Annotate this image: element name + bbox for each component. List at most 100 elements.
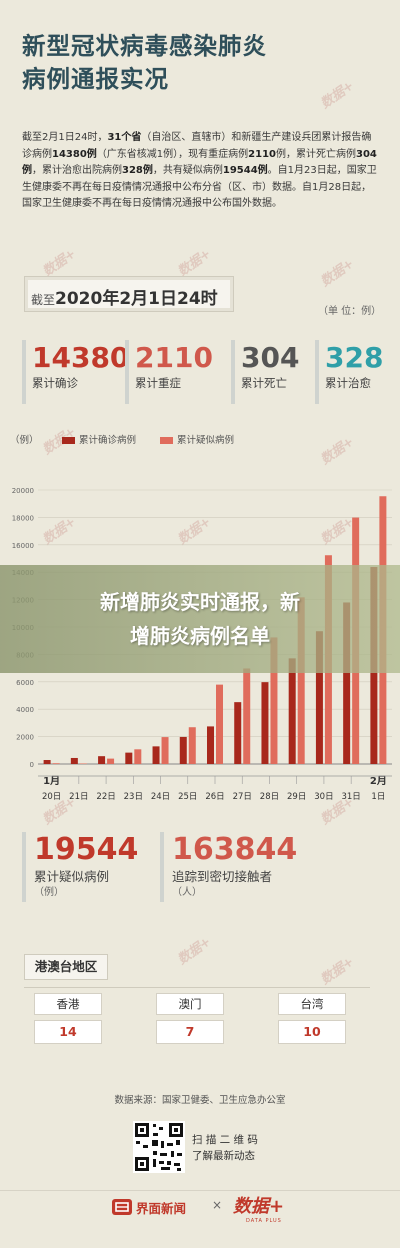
x-tick-label: 1日 [371, 792, 385, 802]
stat-value: 19544 [34, 832, 139, 867]
stat-unit: （例） [34, 887, 64, 898]
x-tick-label: 22日 [96, 792, 115, 802]
stat-label: 累计重症 [135, 376, 181, 390]
banner-overlay [0, 565, 400, 673]
stat-recovered: 328 累计治愈 [315, 340, 395, 404]
bar-suspected [52, 763, 60, 764]
scan-line-1: 扫 描 二 维 码 [192, 1134, 258, 1146]
y-tick-label: 4000 [16, 706, 34, 714]
x-tick-label: 21日 [69, 792, 88, 802]
month-label-start: 1月 [43, 775, 60, 787]
stat-suspected: 19544 累计疑似病例 （例） [22, 832, 164, 902]
y-tick-label: 0 [30, 761, 34, 769]
stat-label: 累计治愈 [325, 376, 371, 390]
y-tick-label: 6000 [16, 679, 34, 687]
x-tick-label: 31日 [341, 792, 360, 802]
stat-label: 累计死亡 [241, 376, 287, 390]
banner-line-2: 增肺炎病例名单 [130, 624, 270, 648]
y-tick-label: 16000 [12, 542, 34, 550]
stat-confirmed: 14380 累计确诊 [22, 340, 130, 404]
x-tick-label: 24日 [151, 792, 170, 802]
jiemian-logo-text: 界面新闻 [136, 1201, 187, 1216]
stat-severe: 2110 累计重症 [125, 340, 221, 404]
region-value-macau: 7 [156, 1020, 224, 1044]
banner-line-1: 新增肺炎实时通报，新 [100, 590, 300, 614]
x-tick-label: 27日 [233, 792, 252, 802]
scan-line-2: 了解最新动态 [192, 1150, 255, 1162]
bar-confirmed [207, 726, 214, 764]
bar-confirmed [98, 756, 106, 764]
bar-confirmed [343, 602, 351, 764]
jiemian-logo-icon [112, 1199, 132, 1215]
stat-value: 14380 [32, 341, 130, 374]
data-source: 数据来源：国家卫健委、卫生应急办公室 [114, 1095, 286, 1106]
y-tick-label: 2000 [16, 734, 34, 742]
intro-paragraph: 截至2月1日24时，31个省（自治区、直辖市）和新疆生产建设兵团累计报告确诊病例… [22, 132, 377, 209]
stat-value: 304 [241, 341, 300, 374]
bar-confirmed [315, 631, 323, 764]
dataplus-logo-sub: DATA PLUS [246, 1218, 282, 1224]
bar-suspected [107, 758, 115, 764]
x-tick-label: 20日 [42, 792, 61, 802]
bar-suspected [188, 727, 196, 764]
bar-confirmed [125, 752, 133, 764]
region-title: 港澳台地区 [24, 954, 108, 980]
stat-contacts: 163844 追踪到密切接触者 （人） [160, 832, 322, 902]
watermark-logo: 数据+ [318, 954, 358, 988]
page-title: 新型冠状病毒感染肺炎 病例通报实况 [22, 30, 352, 96]
x-tick-label: 28日 [260, 792, 279, 802]
dataplus-logo: 数据+ [233, 1196, 285, 1217]
legend-swatch [160, 437, 173, 444]
bar-suspected [270, 637, 278, 764]
date-value: 2020年2月1日24时 [55, 289, 218, 309]
stat-label: 累计确诊 [32, 376, 78, 390]
stat-value: 328 [325, 341, 384, 374]
x-tick-label: 26日 [205, 792, 224, 802]
bar-suspected [243, 668, 251, 764]
watermark-logo: 数据+ [175, 246, 215, 280]
y-tick-label: 18000 [12, 514, 34, 522]
x-tick-label: 23日 [124, 792, 143, 802]
stat-value: 2110 [135, 341, 213, 374]
bar-confirmed [179, 736, 187, 764]
region-value-taiwan: 10 [278, 1020, 346, 1044]
bar-confirmed [70, 757, 78, 764]
region-name-taiwan: 台湾 [278, 993, 346, 1015]
stat-deaths: 304 累计死亡 [231, 340, 311, 404]
region-value-hongkong: 14 [34, 1020, 102, 1044]
bar-suspected [297, 597, 305, 764]
qr-code-icon[interactable] [133, 1121, 185, 1173]
divider [0, 1190, 400, 1191]
bar-confirmed [152, 746, 160, 764]
bar-suspected [216, 684, 223, 764]
region-name-macau: 澳门 [156, 993, 224, 1015]
title-line-2: 病例通报实况 [22, 65, 169, 93]
stat-label: 追踪到密切接触者 [172, 869, 273, 884]
x-tick-label: 25日 [178, 792, 197, 802]
bar-confirmed [288, 658, 296, 764]
region-name-hongkong: 香港 [34, 993, 102, 1015]
bar-confirmed [234, 702, 242, 764]
bar-suspected [134, 749, 142, 764]
unit-label: （单 位：例） [318, 306, 382, 317]
banner-text: 新增肺炎实时通报，新 增肺炎病例名单 [20, 585, 380, 653]
bar-confirmed [261, 682, 269, 764]
legend-swatch [62, 437, 75, 444]
month-label-end: 2月 [370, 775, 387, 787]
times-sign: × [212, 1198, 223, 1212]
date-box: 截至2020年2月1日24时 [24, 276, 234, 312]
title-line-1: 新型冠状病毒感染肺炎 [22, 32, 267, 60]
x-tick-label: 29日 [287, 792, 306, 802]
chart-unit: （例） [10, 435, 39, 446]
watermark-logo: 数据+ [175, 934, 215, 968]
bar-suspected [79, 763, 87, 764]
bar-suspected [161, 737, 169, 764]
scan-prompt: 扫 描 二 维 码 了解最新动态 [192, 1132, 258, 1164]
y-tick-label: 20000 [12, 487, 34, 495]
legend-suspected: 累计疑似病例 [160, 432, 234, 446]
watermark-logo: 数据+ [40, 246, 80, 280]
stat-unit: （人） [172, 887, 202, 898]
x-tick-label: 30日 [314, 792, 333, 802]
legend-confirmed: 累计确诊病例 [62, 432, 136, 446]
bar-confirmed [43, 760, 51, 764]
